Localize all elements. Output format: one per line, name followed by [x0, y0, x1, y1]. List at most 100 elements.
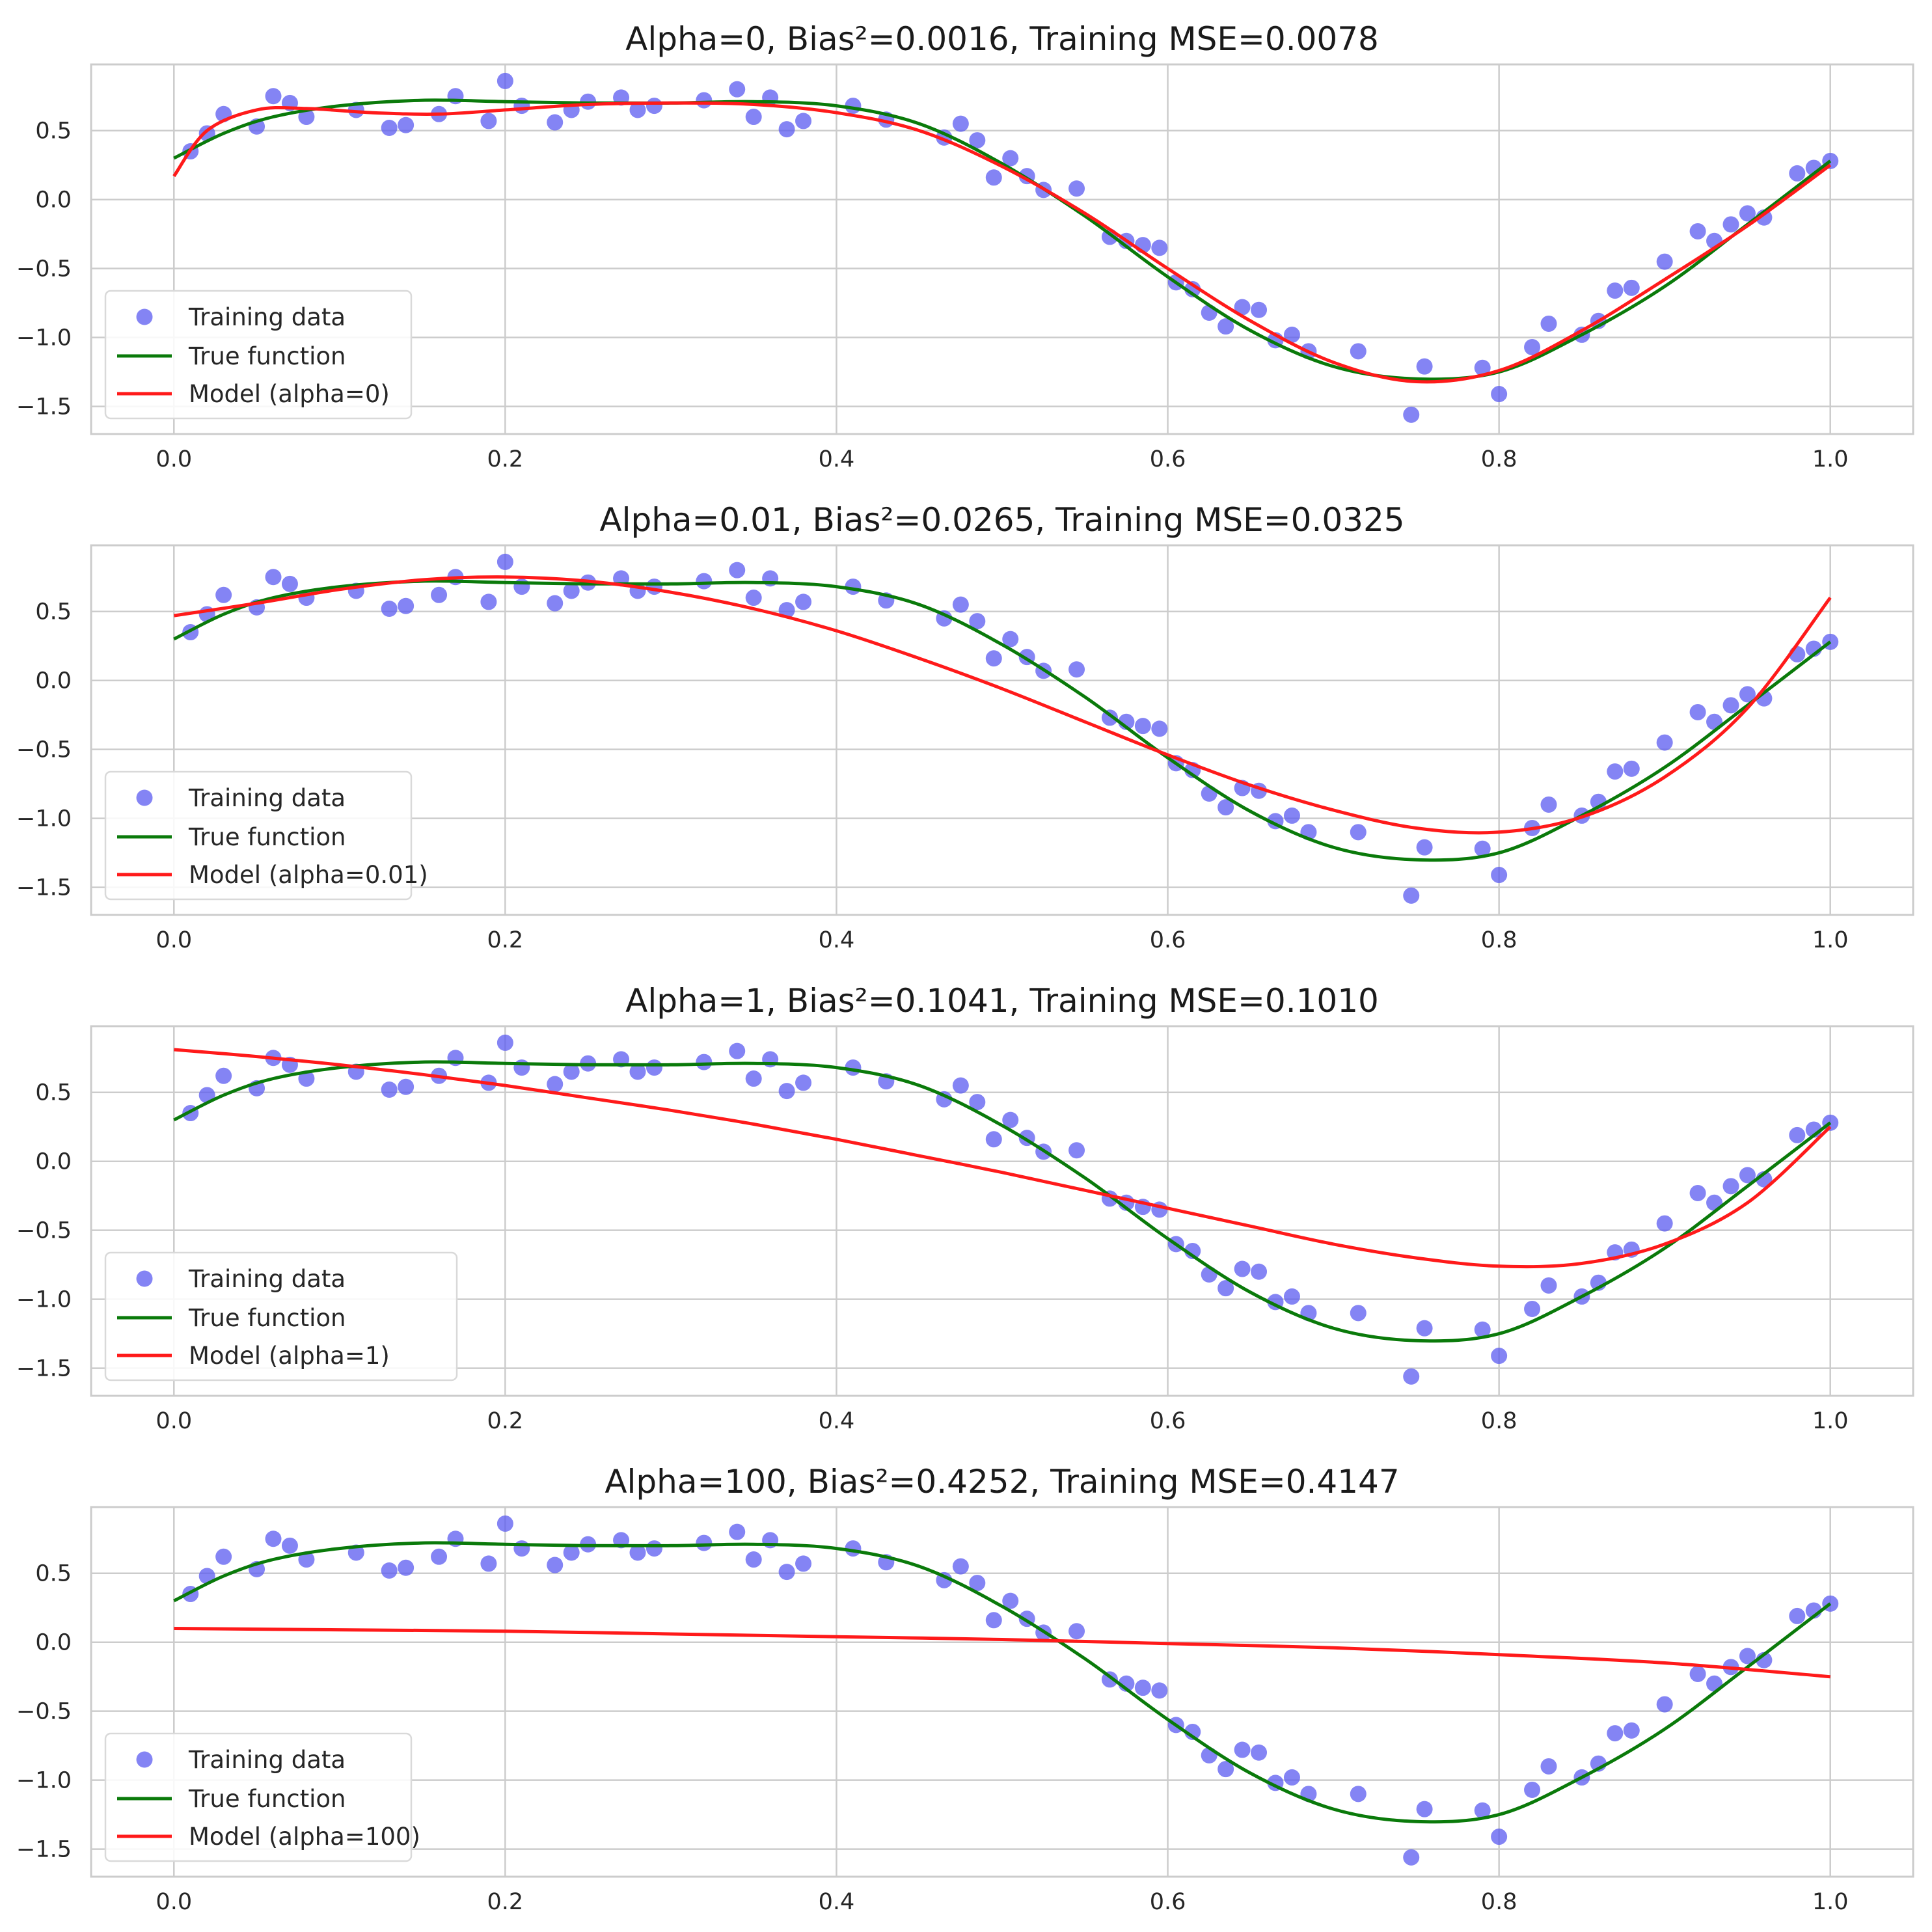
legend-label: Training data: [188, 303, 346, 331]
training-data-point: [745, 109, 762, 126]
training-data-point: [1234, 1260, 1251, 1277]
training-data-point: [381, 600, 398, 617]
training-data-point: [480, 593, 497, 610]
x-tick-label: 0.0: [156, 446, 192, 472]
training-data-point: [1151, 720, 1168, 737]
training-data-point: [1283, 326, 1300, 343]
training-data-point: [1234, 299, 1251, 316]
legend-box: [104, 1251, 458, 1381]
y-tick-label: −1.5: [16, 1356, 72, 1382]
x-tick-label: 0.4: [819, 446, 855, 472]
training-data-point: [265, 88, 282, 105]
training-data-point: [1491, 867, 1508, 884]
training-data-point: [1134, 1680, 1151, 1696]
subplot-2: Alpha=0.01, Bias²=0.0265, Training MSE=0…: [16, 501, 1914, 953]
true-function-line: [173, 1060, 1832, 1343]
axes-frame: [90, 1025, 1914, 1397]
training-data-point: [1491, 1829, 1508, 1845]
training-data-point: [1656, 1215, 1673, 1232]
training-data-point: [646, 98, 662, 115]
training-data-point: [1722, 216, 1739, 233]
training-data-point: [431, 1548, 448, 1565]
training-data-point: [1218, 1761, 1234, 1778]
training-data-point: [1403, 406, 1420, 423]
legend-box: [104, 770, 413, 901]
training-data-point: [1184, 1723, 1201, 1740]
legend-label: True function: [188, 1304, 346, 1332]
training-data-point: [729, 1523, 746, 1540]
legend-box: [104, 290, 413, 420]
legend-label: Model (alpha=0.01): [189, 861, 428, 889]
x-tick-label: 0.6: [1150, 1408, 1186, 1434]
legend-label: True function: [188, 342, 346, 370]
y-tick-label: 0.0: [35, 1149, 72, 1175]
training-data-point: [1218, 1280, 1234, 1297]
training-data-point: [1350, 1305, 1367, 1322]
training-data-point: [1540, 315, 1557, 332]
training-data-point: [952, 115, 969, 132]
training-data-point: [513, 578, 530, 595]
x-tick-label: 0.8: [1481, 1408, 1517, 1434]
training-data-point: [513, 1059, 530, 1076]
training-data-point: [1739, 205, 1756, 222]
training-data-point: [1607, 282, 1624, 299]
training-data-point: [480, 1555, 497, 1572]
training-data-point: [1251, 1263, 1268, 1280]
training-data-point: [969, 1094, 986, 1111]
training-data-point: [1403, 1849, 1420, 1866]
training-data-point: [1474, 1321, 1491, 1338]
training-data-point: [778, 121, 795, 138]
training-data-point: [1689, 703, 1706, 720]
training-data-point: [1739, 1648, 1756, 1665]
training-data-point: [1218, 318, 1234, 335]
x-tick-label: 0.2: [487, 1889, 524, 1915]
legend: Training data True function Model (alpha=1…: [104, 1732, 420, 1862]
training-data-point: [1251, 1744, 1268, 1761]
training-data-point: [729, 81, 746, 98]
x-tick-label: 0.2: [487, 1408, 524, 1434]
training-data-point: [1474, 1802, 1491, 1819]
training-data-point: [1134, 718, 1151, 735]
x-tick-label: 0.6: [1150, 927, 1186, 953]
y-tick-label: −1.0: [16, 806, 72, 832]
y-tick-label: −1.5: [16, 875, 72, 901]
training-data-point: [1623, 760, 1640, 777]
x-tick-label: 1.0: [1812, 446, 1849, 472]
training-data-point: [1491, 1348, 1508, 1365]
training-data-point: [480, 113, 497, 129]
x-tick-label: 0.4: [819, 1889, 855, 1915]
training-data-point: [1607, 763, 1624, 780]
training-data-point: [1251, 301, 1268, 318]
training-data-point: [1416, 1801, 1433, 1817]
training-data-point: [298, 109, 315, 126]
y-tick-label: 0.5: [35, 1561, 72, 1587]
training-data-point: [952, 1077, 969, 1094]
legend-marker-training-data: [136, 1270, 153, 1287]
training-data-point: [1184, 280, 1201, 297]
training-data-point: [298, 1070, 315, 1087]
training-data-point: [1524, 1781, 1541, 1798]
subplot-1: Alpha=0, Bias²=0.0016, Training MSE=0.00…: [16, 20, 1914, 472]
training-data-point: [563, 582, 580, 599]
x-tick-label: 0.2: [487, 927, 524, 953]
legend: Training data True function Model (alpha=0…: [104, 290, 413, 420]
training-data-point: [1722, 1178, 1739, 1195]
training-data-point: [1002, 1592, 1019, 1609]
training-data-point: [431, 586, 448, 603]
training-data-point: [952, 1558, 969, 1575]
training-data-point: [745, 1551, 762, 1568]
training-data-point: [985, 1612, 1002, 1629]
legend-box: [104, 1732, 413, 1862]
training-data-point: [1002, 150, 1019, 167]
training-data-point: [513, 1540, 530, 1557]
model-line: [174, 1627, 1830, 1679]
training-data-point: [1656, 253, 1673, 270]
training-data-point: [381, 1562, 398, 1579]
training-data-point: [547, 114, 564, 131]
legend-marker-training-data: [136, 308, 153, 325]
y-tick-label: 0.0: [35, 1630, 72, 1656]
training-data-point: [1068, 1623, 1085, 1640]
legend: Training data True function Model (alpha=1…: [104, 1251, 458, 1381]
plot-data: [172, 72, 1839, 423]
training-data-point: [1656, 734, 1673, 751]
